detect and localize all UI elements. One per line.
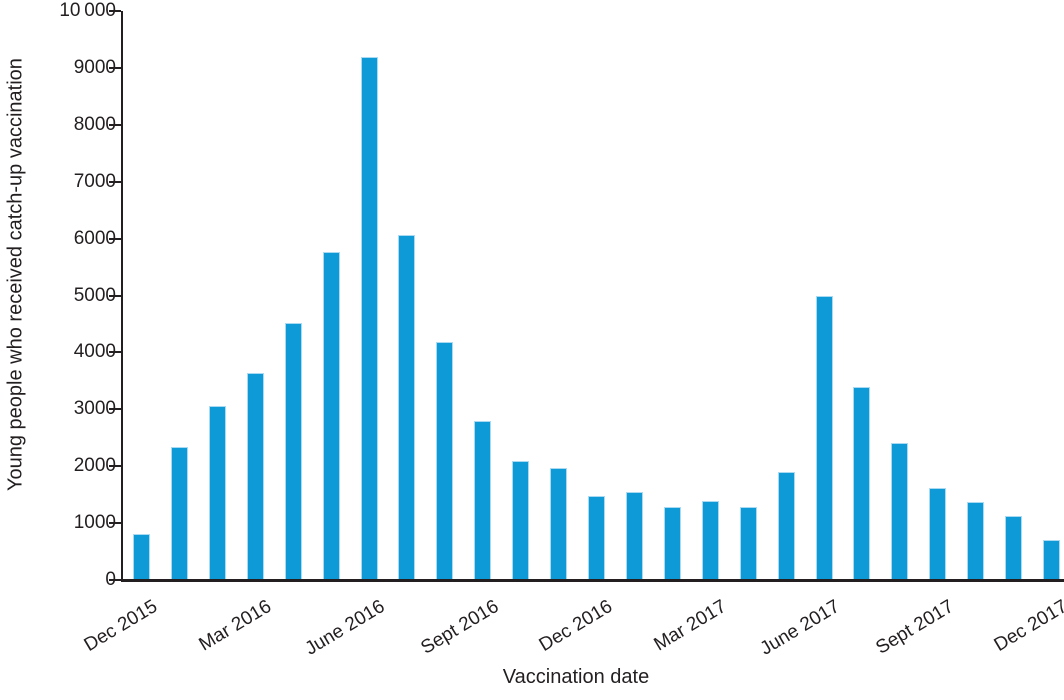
y-tick-label: 3000 (73, 398, 116, 420)
y-tick-label: 5000 (73, 284, 116, 306)
bar-aug-2017 (891, 442, 909, 580)
bar-june-2016 (360, 57, 378, 580)
bar-oct-2017 (967, 502, 985, 580)
y-tick-label: 0 (105, 569, 116, 590)
y-tick-label: 7000 (73, 170, 116, 192)
bar-jan-2016 (170, 447, 188, 580)
bar-may-2017 (777, 472, 795, 580)
y-tick-label: 10 000 (59, 0, 116, 21)
bar-aug-2016 (436, 341, 454, 580)
bar-july-2016 (398, 234, 416, 580)
x-tick-label: June 2017 (756, 596, 844, 660)
bar-nov-2017 (1005, 515, 1023, 580)
x-tick-label: Mar 2017 (650, 596, 731, 656)
x-axis-line (121, 579, 1064, 582)
bar-nov-2016 (550, 468, 568, 580)
y-tick-label: 2000 (73, 455, 116, 477)
bar-feb-2016 (208, 406, 226, 580)
bar-sept-2017 (929, 488, 947, 580)
bar-july-2017 (853, 386, 871, 580)
bar-dec-2016 (588, 496, 606, 580)
y-tick (109, 66, 121, 69)
bar-jan-2017 (625, 491, 643, 580)
bar-mar-2017 (701, 501, 719, 580)
x-tick-label: Dec 2015 (80, 596, 162, 656)
x-tick-label: Dec 2016 (535, 596, 617, 656)
x-tick-label: Sept 2016 (417, 596, 503, 659)
y-tick-label: 6000 (73, 227, 116, 249)
y-tick (109, 294, 121, 297)
bar-apr-2016 (284, 323, 302, 580)
y-tick (109, 10, 121, 12)
y-tick (109, 351, 121, 354)
bar-mar-2016 (246, 372, 264, 580)
bar-feb-2017 (663, 506, 681, 580)
bar-dec-2017 (1043, 540, 1061, 580)
x-tick-label: June 2016 (301, 596, 389, 660)
bar-apr-2017 (739, 507, 757, 580)
y-axis-line (121, 11, 123, 581)
y-tick (109, 237, 121, 240)
bar-dec-2015 (133, 533, 150, 580)
bar-june-2017 (815, 295, 833, 580)
x-tick-label: Mar 2016 (195, 596, 276, 656)
y-axis-title: Young people who received catch-up vacci… (4, 58, 27, 492)
y-tick-label: 1000 (73, 512, 116, 534)
bar-oct-2016 (512, 460, 530, 580)
y-tick (109, 465, 121, 468)
y-tick-label: 8000 (73, 113, 116, 135)
bar-may-2016 (322, 252, 340, 580)
y-tick (109, 579, 121, 581)
y-tick-label: 4000 (73, 341, 116, 363)
x-axis-title: Vaccination date (502, 666, 650, 688)
y-tick (109, 180, 121, 183)
bar-sept-2016 (474, 421, 492, 580)
y-tick (109, 123, 121, 126)
y-tick (109, 408, 121, 411)
y-tick-label: 9000 (73, 56, 116, 78)
x-tick-label: Dec 2017 (990, 596, 1064, 656)
x-tick-label: Sept 2017 (872, 596, 958, 659)
y-tick (109, 522, 121, 525)
